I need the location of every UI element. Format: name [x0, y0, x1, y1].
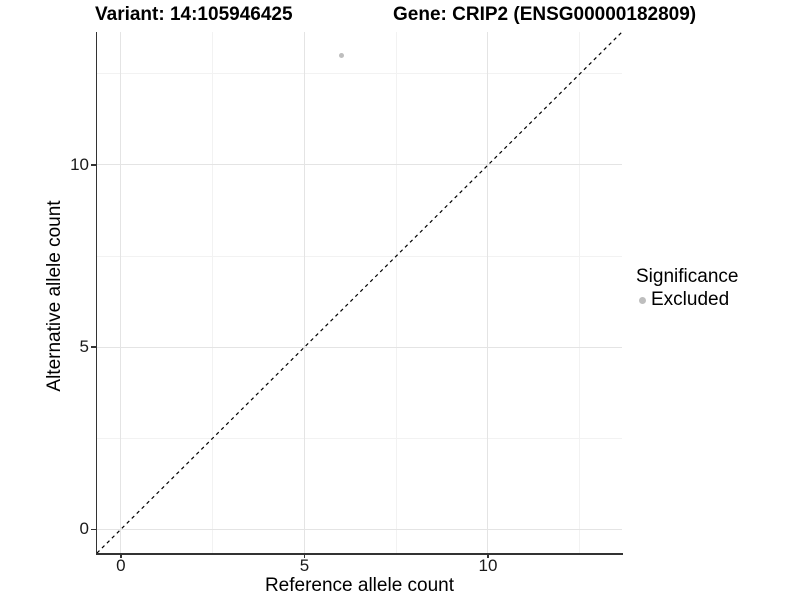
x-axis-line [95, 553, 623, 555]
y-tick-mark [91, 346, 96, 348]
x-tick-mark [303, 553, 306, 558]
plot-title-gene: Gene: CRIP2 (ENSG00000182809) [393, 4, 697, 25]
legend-entry-label: Excluded [651, 289, 730, 310]
major-gridline-vertical [487, 32, 489, 553]
plot-panel [97, 32, 622, 553]
legend-key [636, 296, 650, 304]
minor-gridline-horizontal [97, 437, 622, 439]
major-gridline-horizontal [97, 528, 622, 530]
major-gridline-horizontal [97, 164, 622, 166]
x-tick-label: 0 [116, 556, 126, 575]
major-gridline-vertical [303, 32, 305, 553]
identity-line [97, 32, 622, 553]
y-tick-label: 10 [70, 154, 89, 174]
y-tick-label: 5 [79, 337, 89, 357]
x-tick-label: 5 [299, 556, 310, 575]
minor-gridline-horizontal [97, 255, 622, 257]
x-tick-label: 10 [478, 556, 498, 575]
minor-gridline-vertical [395, 32, 397, 553]
legend-point-icon [639, 296, 646, 304]
x-axis-title: Reference allele count [264, 575, 455, 596]
y-tick-mark [91, 164, 96, 166]
minor-gridline-horizontal [97, 73, 622, 75]
y-axis-title-text: Alternative allele count [44, 200, 65, 392]
y-axis-line [95, 32, 97, 554]
legend-entry-excluded: Excluded [636, 289, 738, 311]
x-tick-mark [120, 553, 122, 558]
legend-title: Significance [636, 266, 739, 287]
minor-gridline-vertical [579, 32, 581, 553]
legend: Significance Excluded [636, 266, 738, 311]
major-gridline-horizontal [97, 346, 622, 348]
minor-gridline-vertical [212, 32, 214, 553]
major-gridline-vertical [120, 32, 122, 553]
y-tick-mark [91, 528, 96, 531]
plot-title-variant: Variant: 14:105946425 [95, 4, 293, 25]
data-point [338, 53, 344, 59]
y-tick-label: 0 [79, 519, 89, 539]
x-tick-mark [487, 553, 489, 558]
